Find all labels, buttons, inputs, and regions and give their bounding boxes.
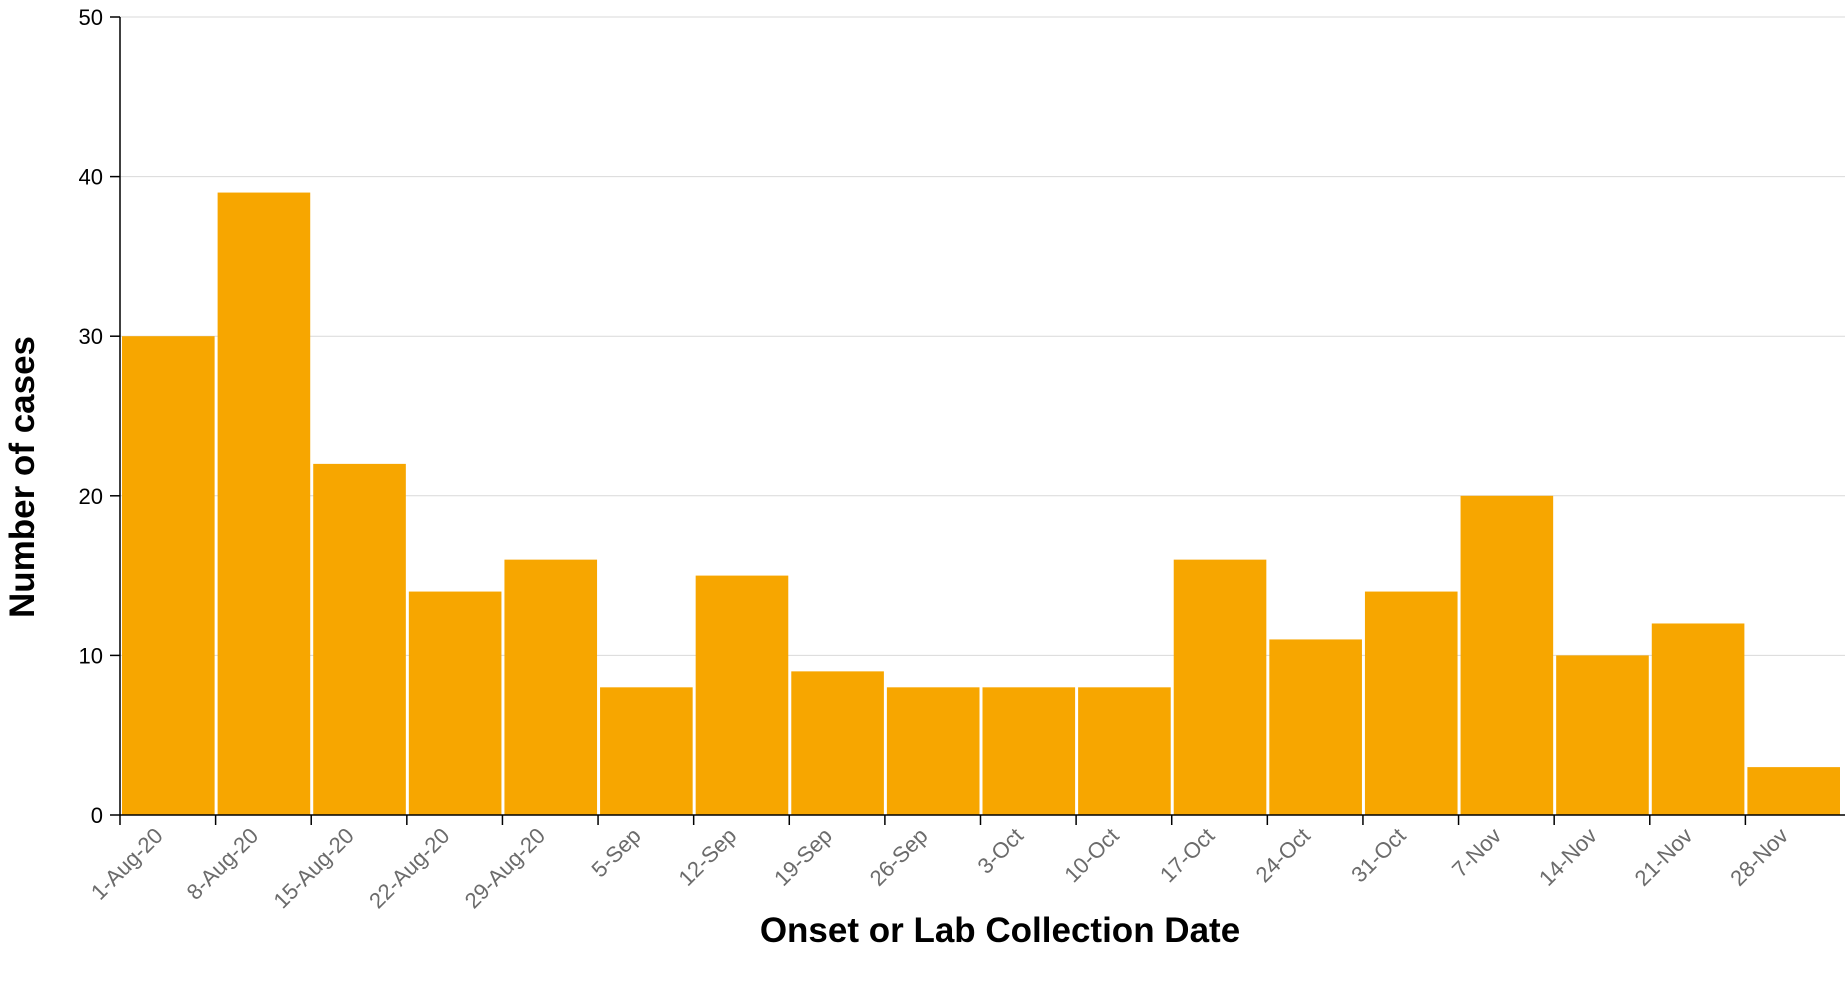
x-tick-label: 14-Nov [1534, 823, 1602, 891]
bar-8-Aug-20 [218, 193, 311, 815]
x-tick-label: 28-Nov [1725, 823, 1793, 891]
bar-15-Aug-20 [313, 464, 406, 815]
y-tick-label: 50 [79, 5, 103, 30]
x-tick-label: 31-Oct [1346, 823, 1410, 887]
x-ticks: 1-Aug-20 8-Aug-20 15-Aug-20 22-Aug-20 29-Aug… [86, 815, 1793, 913]
bar-19-Sep [791, 671, 884, 815]
x-tick-label: 22-Aug-20 [364, 823, 454, 913]
bar-14-Nov [1556, 655, 1649, 815]
x-tick-label: 24-Oct [1251, 823, 1315, 887]
bar-1-Aug-20 [122, 336, 215, 815]
bar-31-Oct [1365, 592, 1458, 815]
y-tick-label: 30 [79, 324, 103, 349]
bar-21-Nov [1652, 623, 1745, 815]
bar-28-Nov [1747, 767, 1840, 815]
x-tick-label: 1-Aug-20 [86, 823, 168, 905]
bar-17-Oct [1174, 560, 1267, 815]
bars [122, 193, 1840, 815]
y-ticks: 0 10 20 30 40 50 [79, 5, 120, 828]
x-tick-label: 5-Sep [587, 823, 646, 882]
x-tick-label: 15-Aug-20 [269, 823, 359, 913]
bar-26-Sep [887, 687, 980, 815]
bar-24-Oct [1269, 639, 1362, 815]
x-tick-label: 3-Oct [972, 823, 1028, 879]
x-tick-label: 7-Nov [1447, 823, 1506, 882]
x-tick-label: 17-Oct [1155, 823, 1219, 887]
bar-10-Oct [1078, 687, 1171, 815]
bar-29-Aug-20 [504, 560, 597, 815]
x-tick-label: 12-Sep [673, 823, 741, 891]
bar-5-Sep [600, 687, 693, 815]
x-tick-label: 19-Sep [769, 823, 837, 891]
x-tick-label: 8-Aug-20 [182, 823, 264, 905]
bar-22-Aug-20 [409, 592, 502, 815]
y-tick-label: 20 [79, 484, 103, 509]
bar-3-Oct [983, 687, 1076, 815]
y-axis-title: Number of cases [3, 336, 42, 618]
y-tick-label: 10 [79, 643, 103, 668]
y-tick-label: 40 [79, 165, 103, 190]
y-tick-label: 0 [91, 803, 103, 828]
x-tick-label: 26-Sep [865, 823, 933, 891]
x-tick-label: 29-Aug-20 [460, 823, 550, 913]
x-tick-label: 21-Nov [1630, 823, 1698, 891]
x-tick-label: 10-Oct [1059, 823, 1123, 887]
bar-12-Sep [696, 576, 789, 815]
x-axis-title: Onset or Lab Collection Date [760, 911, 1240, 950]
bar-7-Nov [1461, 496, 1554, 815]
